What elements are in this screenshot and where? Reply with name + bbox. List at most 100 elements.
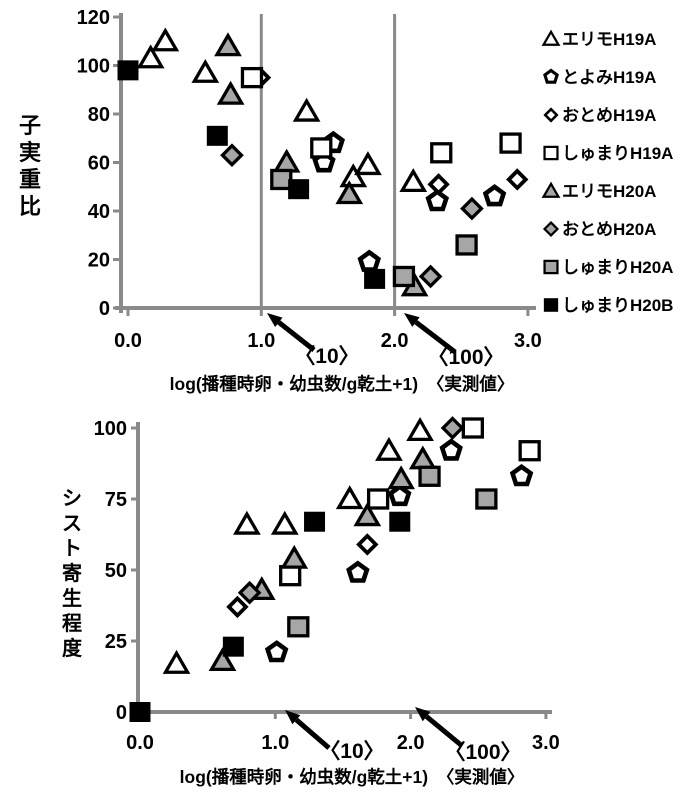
pentagon-marker — [357, 249, 381, 272]
legend-marker-icon — [543, 145, 559, 161]
triangle-marker — [387, 465, 415, 490]
square-marker — [279, 565, 302, 587]
triangle-marker — [408, 445, 437, 470]
annotation-arrow-shaft — [414, 320, 457, 354]
pentagon-marker — [509, 463, 534, 487]
legend-item: しゅまりH20B — [543, 296, 673, 315]
annotation-arrow-shaft — [294, 717, 331, 750]
y-tick-label: 75 — [105, 489, 127, 511]
square-marker — [389, 511, 411, 532]
y-tick-label: 80 — [88, 104, 110, 126]
legend-item: エリモH19A — [541, 29, 656, 49]
diamond-marker — [237, 580, 262, 605]
diamond-marker — [506, 168, 529, 191]
square-marker — [475, 488, 498, 510]
square-marker — [270, 168, 293, 191]
legend-item: とよみH19A — [543, 68, 656, 87]
legend: エリモH19A とよみH19A おとめH19A しゅまりH19A エリモH20A おとめH… — [541, 29, 673, 315]
y-axis-title-char: 重 — [19, 167, 41, 192]
diamond-marker — [440, 416, 465, 440]
legend-marker-icon — [543, 107, 559, 123]
triangle-marker — [339, 163, 368, 188]
square-marker — [222, 636, 244, 657]
triangle-marker — [335, 180, 364, 205]
square-marker — [392, 265, 416, 288]
y-tick-label: 60 — [88, 153, 110, 175]
annotation-label: 〈10〉 — [294, 344, 359, 368]
square-marker — [240, 66, 264, 89]
legend-item-label: おとめH19A — [562, 106, 656, 125]
diamond-marker — [427, 173, 450, 196]
diamond-marker — [356, 533, 379, 556]
y-tick-label: 20 — [88, 250, 110, 272]
pentagon-marker — [346, 560, 370, 583]
square-marker — [310, 137, 333, 159]
x-tick-label: 0.0 — [126, 732, 154, 754]
y-tick-label: 100 — [94, 418, 127, 440]
y-axis-title-char: 度 — [62, 636, 83, 660]
square-marker — [366, 488, 390, 510]
legend-marker-icon — [542, 220, 560, 238]
x-axis-title: log(播種時卵・幼虫数/g乾土+1) 〈実測値〉 — [180, 767, 525, 787]
annotation-label: 〈10〉 — [319, 739, 384, 763]
legend-marker-icon — [541, 29, 561, 46]
square-marker — [287, 616, 310, 638]
legend-item: おとめH20A — [542, 220, 656, 239]
y-tick-label: 25 — [105, 631, 127, 653]
legend-marker-icon — [543, 298, 559, 312]
square-marker — [418, 465, 441, 487]
diamond-marker — [226, 595, 249, 619]
square-marker — [499, 132, 522, 154]
x-tick-label: 3.0 — [514, 330, 542, 352]
square-marker — [304, 511, 326, 532]
y-axis-title-char: 生 — [62, 587, 82, 610]
pentagon-marker — [387, 483, 412, 507]
y-tick-label: 50 — [105, 560, 127, 582]
y-tick-label: 40 — [88, 201, 110, 223]
square-marker — [117, 60, 139, 81]
triangle-marker — [399, 168, 428, 193]
y-tick-label: 0 — [116, 702, 127, 724]
annotation-arrowhead — [404, 313, 420, 327]
triangle-marker — [406, 417, 434, 441]
legend-marker-icon — [541, 181, 561, 198]
triangle-marker — [292, 97, 321, 122]
triangle-marker — [162, 649, 191, 674]
y-tick-label: 0 — [99, 298, 110, 320]
legend-item-label: しゅまりH19A — [562, 144, 673, 163]
legend-marker-icon — [543, 259, 559, 275]
pentagon-marker — [264, 640, 289, 663]
square-marker — [430, 142, 453, 164]
legend-item-label: しゅまりH20A — [562, 258, 673, 277]
legend-item-label: エリモH19A — [562, 30, 656, 49]
x-tick-label: 1.0 — [261, 732, 289, 754]
x-axis-title: log(播種時卵・幼虫数/g乾土+1) 〈実測値〉 — [170, 374, 515, 394]
x-tick-label: 1.0 — [247, 330, 275, 352]
triangle-marker — [216, 80, 245, 105]
y-axis-title-char: 子 — [19, 113, 41, 138]
pentagon-marker — [439, 438, 463, 461]
legend-item: エリモH20A — [541, 181, 656, 201]
triangle-marker — [354, 151, 382, 176]
y-axis-title-char: 程 — [62, 612, 82, 635]
triangle-marker — [280, 544, 309, 569]
x-tick-label: 2.0 — [381, 330, 409, 352]
annotation-arrow-shaft — [277, 320, 316, 352]
legend-item: しゅまりH20A — [543, 258, 673, 277]
y-axis-title-char: 比 — [19, 194, 41, 219]
diamond-marker — [418, 264, 443, 289]
annotation-label: 〈100〉 — [427, 345, 504, 369]
legend-item: おとめH19A — [543, 106, 656, 125]
y-tick-label: 120 — [77, 7, 110, 29]
legend-item-label: おとめH20A — [562, 220, 656, 239]
x-tick-label: 0.0 — [114, 330, 142, 352]
annotation-arrowhead — [267, 313, 283, 327]
diamond-marker — [220, 143, 244, 168]
annotation-arrowhead — [285, 710, 301, 725]
legend-marker-icon — [543, 68, 559, 84]
legend-item-label: とよみH19A — [562, 68, 656, 87]
square-marker — [288, 179, 310, 200]
